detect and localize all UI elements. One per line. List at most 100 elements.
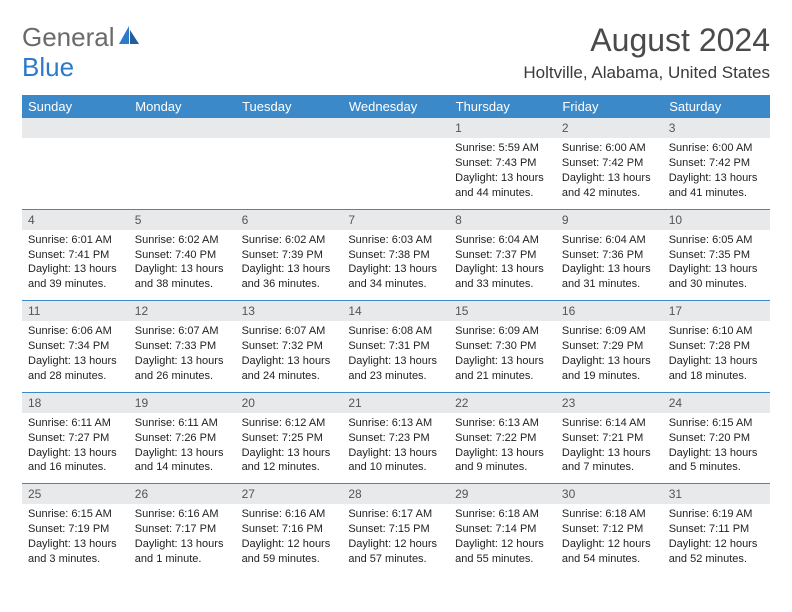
sunset-text: Sunset: 7:42 PM <box>562 156 657 171</box>
page-header: General August 2024 Holtville, Alabama, … <box>0 0 792 83</box>
daylight-text-1: Daylight: 13 hours <box>28 262 123 277</box>
sunrise-text: Sunrise: 6:00 AM <box>669 141 764 156</box>
daylight-text-2: and 54 minutes. <box>562 552 657 567</box>
daylight-text-2: and 28 minutes. <box>28 369 123 384</box>
day-number-cell: 9 <box>556 209 663 230</box>
day-number-cell: 12 <box>129 301 236 322</box>
daylight-text-2: and 57 minutes. <box>348 552 443 567</box>
daylight-text-2: and 7 minutes. <box>562 460 657 475</box>
sunrise-text: Sunrise: 6:09 AM <box>455 324 550 339</box>
sunrise-text: Sunrise: 6:03 AM <box>348 233 443 248</box>
sunrise-text: Sunrise: 6:08 AM <box>348 324 443 339</box>
sunset-text: Sunset: 7:22 PM <box>455 431 550 446</box>
sunrise-text: Sunrise: 6:14 AM <box>562 416 657 431</box>
daylight-text-2: and 38 minutes. <box>135 277 230 292</box>
weekday-header: Tuesday <box>236 95 343 118</box>
day-number-cell: 17 <box>663 301 770 322</box>
sunrise-text: Sunrise: 6:18 AM <box>562 507 657 522</box>
sunset-text: Sunset: 7:23 PM <box>348 431 443 446</box>
daylight-text-2: and 59 minutes. <box>242 552 337 567</box>
daylight-text-1: Daylight: 13 hours <box>28 354 123 369</box>
day-number-cell: 30 <box>556 484 663 505</box>
daylight-text-2: and 41 minutes. <box>669 186 764 201</box>
daylight-text-2: and 42 minutes. <box>562 186 657 201</box>
sunrise-text: Sunrise: 6:02 AM <box>242 233 337 248</box>
day-content-cell: Sunrise: 6:16 AMSunset: 7:16 PMDaylight:… <box>236 504 343 574</box>
daylight-text-1: Daylight: 13 hours <box>242 262 337 277</box>
day-content-cell: Sunrise: 6:02 AMSunset: 7:39 PMDaylight:… <box>236 230 343 301</box>
day-number-row: 123 <box>22 118 770 138</box>
daylight-text-1: Daylight: 12 hours <box>455 537 550 552</box>
day-content-cell: Sunrise: 6:00 AMSunset: 7:42 PMDaylight:… <box>556 138 663 209</box>
sunrise-text: Sunrise: 6:13 AM <box>455 416 550 431</box>
day-number-cell <box>129 118 236 138</box>
day-number-cell: 7 <box>342 209 449 230</box>
daylight-text-1: Daylight: 13 hours <box>562 262 657 277</box>
weekday-header: Monday <box>129 95 236 118</box>
sunrise-text: Sunrise: 6:07 AM <box>242 324 337 339</box>
daylight-text-2: and 31 minutes. <box>562 277 657 292</box>
day-content-cell: Sunrise: 6:18 AMSunset: 7:14 PMDaylight:… <box>449 504 556 574</box>
weekday-header: Sunday <box>22 95 129 118</box>
sunset-text: Sunset: 7:19 PM <box>28 522 123 537</box>
sail-icon <box>117 22 141 53</box>
daylight-text-2: and 34 minutes. <box>348 277 443 292</box>
daylight-text-1: Daylight: 13 hours <box>562 171 657 186</box>
daylight-text-1: Daylight: 13 hours <box>242 354 337 369</box>
daylight-text-1: Daylight: 13 hours <box>28 446 123 461</box>
day-content-row: Sunrise: 5:59 AMSunset: 7:43 PMDaylight:… <box>22 138 770 209</box>
day-number-cell: 19 <box>129 392 236 413</box>
day-content-cell: Sunrise: 6:08 AMSunset: 7:31 PMDaylight:… <box>342 321 449 392</box>
sunset-text: Sunset: 7:31 PM <box>348 339 443 354</box>
sunset-text: Sunset: 7:34 PM <box>28 339 123 354</box>
day-content-cell: Sunrise: 6:09 AMSunset: 7:30 PMDaylight:… <box>449 321 556 392</box>
daylight-text-2: and 24 minutes. <box>242 369 337 384</box>
sunrise-text: Sunrise: 6:04 AM <box>562 233 657 248</box>
day-number-cell: 3 <box>663 118 770 138</box>
daylight-text-1: Daylight: 13 hours <box>348 354 443 369</box>
day-content-cell: Sunrise: 6:17 AMSunset: 7:15 PMDaylight:… <box>342 504 449 574</box>
daylight-text-2: and 55 minutes. <box>455 552 550 567</box>
daylight-text-1: Daylight: 13 hours <box>455 354 550 369</box>
daylight-text-2: and 1 minute. <box>135 552 230 567</box>
sunrise-text: Sunrise: 6:15 AM <box>669 416 764 431</box>
daylight-text-1: Daylight: 13 hours <box>562 354 657 369</box>
daylight-text-2: and 16 minutes. <box>28 460 123 475</box>
daylight-text-2: and 12 minutes. <box>242 460 337 475</box>
daylight-text-2: and 26 minutes. <box>135 369 230 384</box>
daylight-text-1: Daylight: 13 hours <box>669 354 764 369</box>
day-content-cell: Sunrise: 6:03 AMSunset: 7:38 PMDaylight:… <box>342 230 449 301</box>
day-number-cell: 16 <box>556 301 663 322</box>
daylight-text-2: and 52 minutes. <box>669 552 764 567</box>
location-subtitle: Holtville, Alabama, United States <box>523 63 770 83</box>
sunrise-text: Sunrise: 6:05 AM <box>669 233 764 248</box>
day-content-cell: Sunrise: 6:07 AMSunset: 7:33 PMDaylight:… <box>129 321 236 392</box>
day-number-row: 25262728293031 <box>22 484 770 505</box>
daylight-text-1: Daylight: 13 hours <box>135 446 230 461</box>
day-number-cell: 1 <box>449 118 556 138</box>
daylight-text-1: Daylight: 13 hours <box>348 262 443 277</box>
sunrise-text: Sunrise: 6:18 AM <box>455 507 550 522</box>
sunset-text: Sunset: 7:39 PM <box>242 248 337 263</box>
daylight-text-1: Daylight: 12 hours <box>242 537 337 552</box>
daylight-text-2: and 39 minutes. <box>28 277 123 292</box>
day-number-cell: 25 <box>22 484 129 505</box>
daylight-text-2: and 44 minutes. <box>455 186 550 201</box>
day-content-cell: Sunrise: 6:11 AMSunset: 7:27 PMDaylight:… <box>22 413 129 484</box>
day-number-cell: 29 <box>449 484 556 505</box>
month-title: August 2024 <box>523 22 770 59</box>
daylight-text-1: Daylight: 12 hours <box>562 537 657 552</box>
day-content-cell <box>342 138 449 209</box>
sunrise-text: Sunrise: 6:16 AM <box>242 507 337 522</box>
sunset-text: Sunset: 7:17 PM <box>135 522 230 537</box>
day-content-cell: Sunrise: 6:05 AMSunset: 7:35 PMDaylight:… <box>663 230 770 301</box>
daylight-text-1: Daylight: 13 hours <box>135 262 230 277</box>
daylight-text-2: and 23 minutes. <box>348 369 443 384</box>
daylight-text-1: Daylight: 13 hours <box>669 446 764 461</box>
day-number-row: 18192021222324 <box>22 392 770 413</box>
weekday-header-row: Sunday Monday Tuesday Wednesday Thursday… <box>22 95 770 118</box>
daylight-text-2: and 33 minutes. <box>455 277 550 292</box>
sunset-text: Sunset: 7:20 PM <box>669 431 764 446</box>
sunset-text: Sunset: 7:14 PM <box>455 522 550 537</box>
daylight-text-1: Daylight: 13 hours <box>669 262 764 277</box>
